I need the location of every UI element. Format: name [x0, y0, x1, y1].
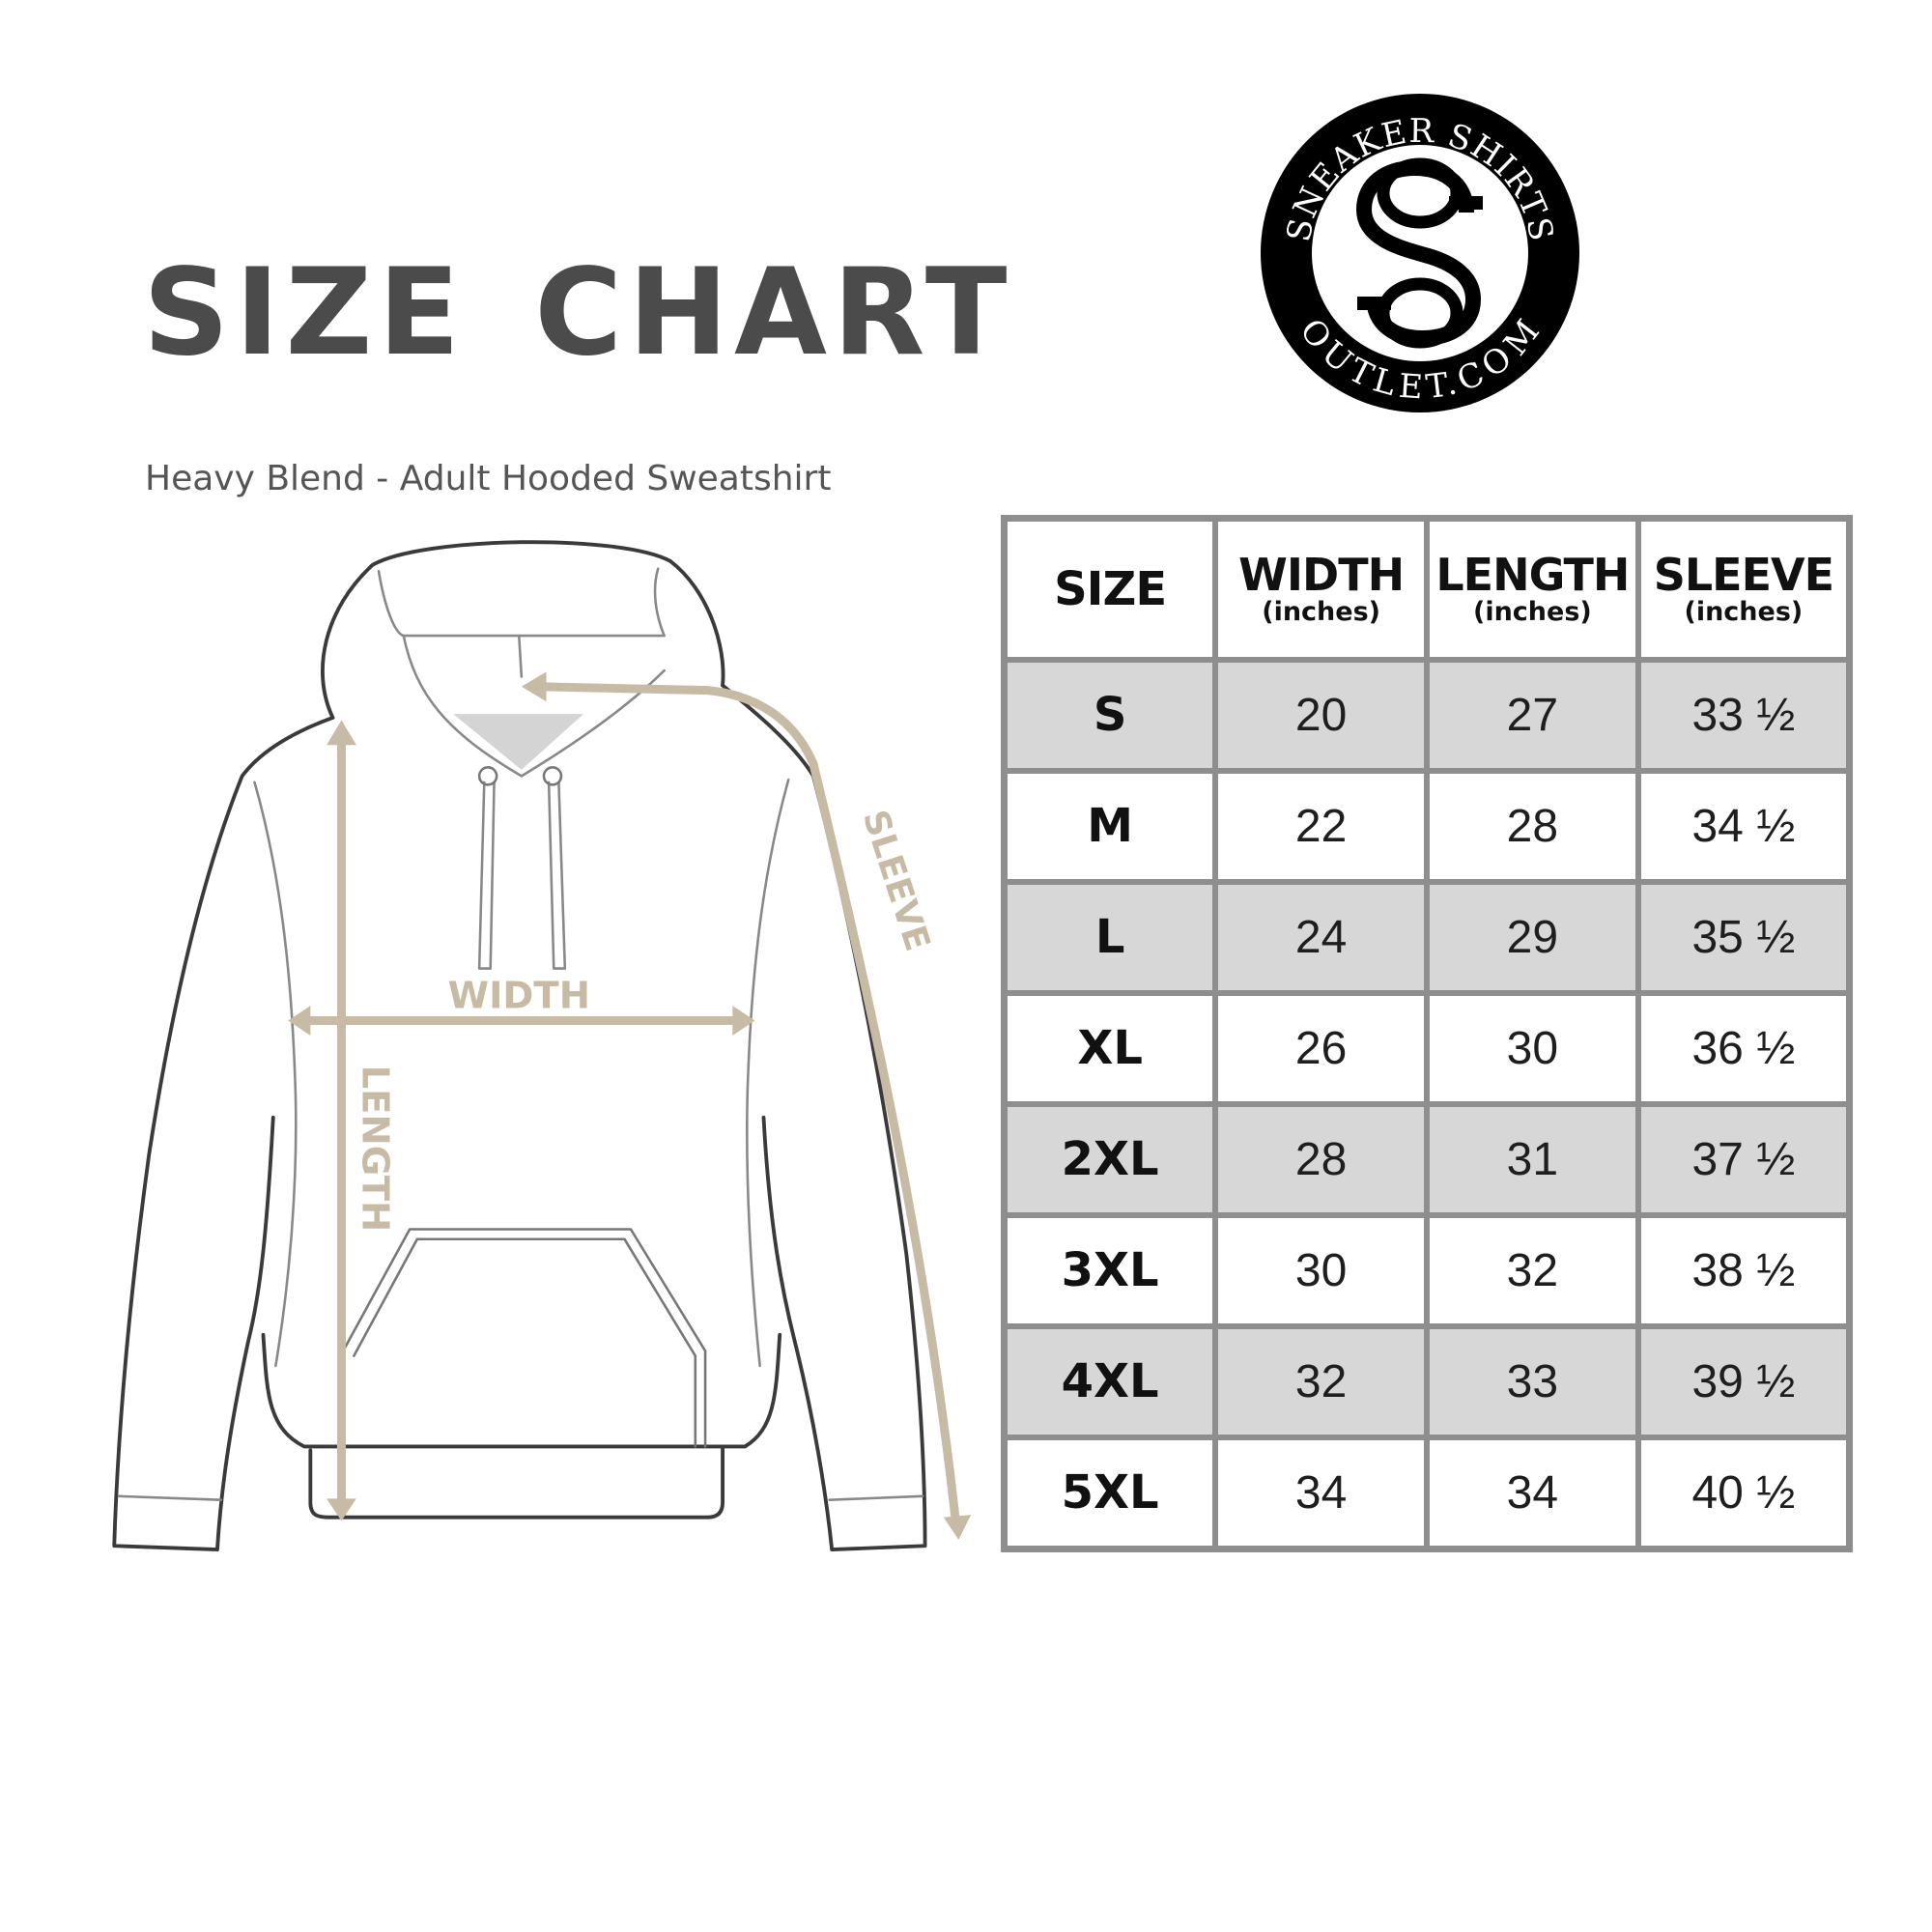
neck-shadow: [453, 714, 584, 770]
length-label: LENGTH: [353, 1065, 396, 1233]
page-title: SIZE CHART: [143, 243, 1013, 383]
sleeve-cell: 35 ½: [1634, 878, 1853, 996]
width-cell: 22: [1212, 767, 1430, 885]
length-cell: 30: [1424, 989, 1641, 1107]
width-cell: 30: [1212, 1211, 1430, 1329]
length-arrow-head-bottom: [327, 1498, 356, 1521]
sleeve-cell: 36 ½: [1634, 989, 1853, 1107]
length-arrow-head-top: [327, 720, 356, 746]
width-cell: 28: [1212, 1100, 1430, 1218]
size-cell: M: [1001, 767, 1219, 885]
length-cell: 32: [1424, 1211, 1641, 1329]
table-header-row: SIZE WIDTH (inches) LENGTH (inches) SLEEVE…: [1001, 515, 1853, 663]
cuff-left: [118, 1494, 223, 1501]
size-cell: 2XL: [1001, 1100, 1219, 1218]
hood-outline: [321, 540, 725, 720]
sleeve-cell: 37 ½: [1634, 1100, 1853, 1218]
width-cell: 32: [1212, 1322, 1430, 1440]
product-subtitle: Heavy Blend - Adult Hooded Sweatshirt: [145, 459, 832, 498]
table-row: XL 26 30 36 ½: [1001, 989, 1853, 1107]
size-cell: 5XL: [1001, 1434, 1219, 1552]
sleeve-cell: 38 ½: [1634, 1211, 1853, 1329]
size-table: SIZE WIDTH (inches) LENGTH (inches) SLEEVE…: [1001, 515, 1853, 1552]
width-arrow-head-left: [288, 1006, 311, 1036]
length-cell: 34: [1424, 1434, 1641, 1552]
sleeve-seam-right: [745, 778, 790, 1368]
column-header-sleeve: SLEEVE (inches): [1634, 515, 1853, 663]
sleeve-cell: 40 ½: [1634, 1434, 1853, 1552]
size-cell: 3XL: [1001, 1211, 1219, 1329]
size-cell: L: [1001, 878, 1219, 996]
sleeve-arrow: [531, 682, 961, 1529]
sleeve-label: SLEEVE: [855, 806, 937, 956]
width-arrow-head-right: [732, 1006, 755, 1036]
table-row: 3XL 30 32 38 ½: [1001, 1211, 1853, 1329]
body-outline: [112, 683, 927, 1552]
length-cell: 28: [1424, 767, 1641, 885]
width-cell: 20: [1212, 657, 1430, 774]
length-cell: 33: [1424, 1322, 1641, 1440]
table-row: 5XL 34 34 40 ½: [1001, 1434, 1853, 1552]
column-header-length: LENGTH (inches): [1424, 515, 1641, 663]
table-row: L 24 29 35 ½: [1001, 878, 1853, 996]
hood-lining: [402, 634, 666, 778]
width-cell: 26: [1212, 989, 1430, 1107]
waistband: [308, 1444, 725, 1520]
table-row: M 22 28 34 ½: [1001, 767, 1853, 885]
logo-monogram-icon: [1355, 157, 1483, 349]
column-header-size: SIZE: [1001, 515, 1219, 663]
hood-inner: [377, 567, 666, 638]
table-row: 2XL 28 31 37 ½: [1001, 1100, 1853, 1218]
brand-logo: SNEAKER SHIRTS OUTLET.COM: [1261, 94, 1579, 412]
sleeve-seam-left: [253, 781, 298, 1368]
length-cell: 31: [1424, 1100, 1641, 1218]
sleeve-cell: 39 ½: [1634, 1322, 1853, 1440]
sleeve-cell: 33 ½: [1634, 657, 1853, 774]
sleeve-arrow-head-end: [943, 1515, 972, 1540]
length-cell: 27: [1424, 657, 1641, 774]
cuff-right: [828, 1494, 924, 1501]
sleeve-arrow-head-start: [521, 671, 547, 702]
drawstring-left: [477, 781, 496, 970]
kangaroo-pocket: [344, 1228, 707, 1448]
drawstring-right: [547, 781, 567, 970]
table-row: S 20 27 33 ½: [1001, 657, 1853, 774]
width-cell: 24: [1212, 878, 1430, 996]
size-cell: 4XL: [1001, 1322, 1219, 1440]
body-sides: [261, 1332, 782, 1449]
width-label: WIDTH: [448, 975, 590, 1018]
width-cell: 34: [1212, 1434, 1430, 1552]
size-cell: XL: [1001, 989, 1219, 1107]
column-header-width: WIDTH (inches): [1212, 515, 1430, 663]
length-cell: 29: [1424, 878, 1641, 996]
size-cell: S: [1001, 657, 1219, 774]
table-row: 4XL 32 33 39 ½: [1001, 1322, 1853, 1440]
sleeve-cell: 34 ½: [1634, 767, 1853, 885]
